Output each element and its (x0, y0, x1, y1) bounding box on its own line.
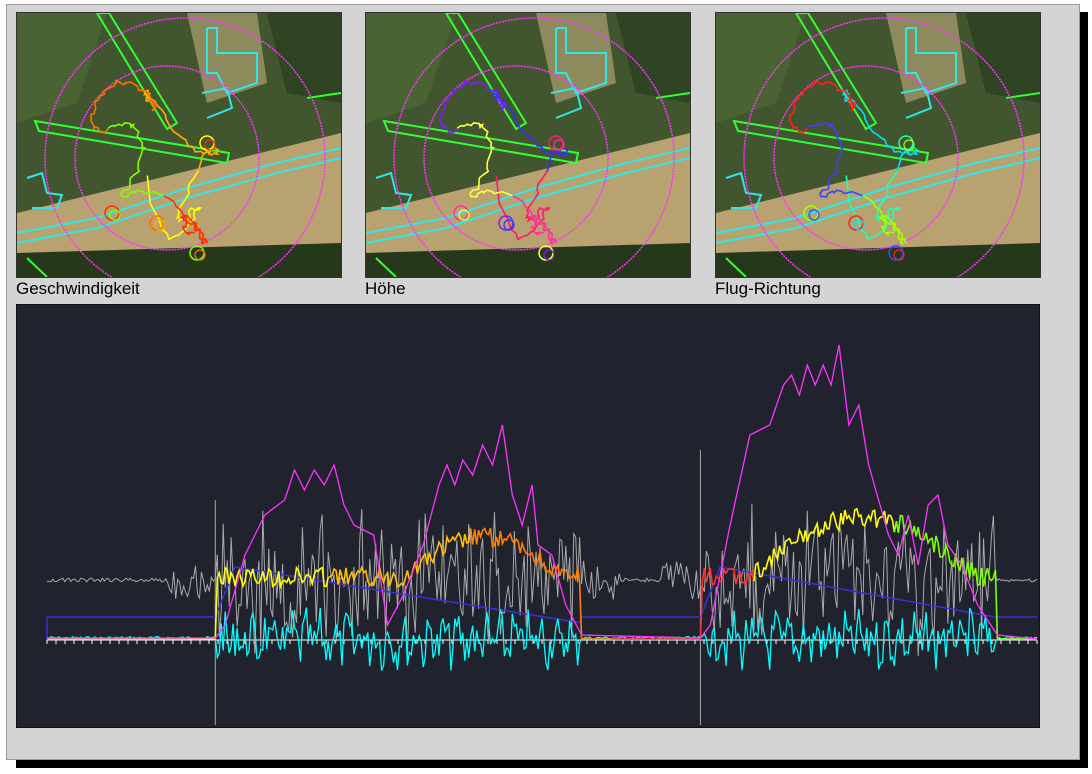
airspace-circle-inner (74, 65, 260, 251)
zone-boundary (725, 171, 763, 209)
zone-boundary (550, 86, 583, 119)
zone-boundary (716, 147, 1040, 234)
meadow-west (366, 13, 456, 123)
forest-northeast (966, 13, 1040, 103)
thermal-circle (808, 209, 820, 221)
thermal-circle (458, 209, 470, 221)
runway (33, 119, 231, 165)
series-speed-segment (187, 565, 329, 640)
map-direction-canvas (716, 13, 1040, 277)
zone-boundary (375, 171, 413, 209)
map-altitude-caption: Höhe (365, 279, 406, 298)
zone-boundary (366, 147, 690, 234)
thermal-circle (543, 249, 555, 261)
field-south (716, 133, 1040, 277)
map-speed[interactable] (16, 12, 342, 278)
forest-northeast (267, 13, 341, 103)
flight-track-segment (862, 195, 908, 245)
flight-track-segment (806, 122, 863, 198)
zone-boundary (555, 27, 607, 95)
runway (26, 257, 48, 277)
runway (382, 119, 580, 165)
zone-boundary (900, 86, 933, 119)
meadow-west (17, 13, 107, 123)
runway (725, 257, 747, 277)
zone-boundary (905, 27, 957, 95)
thermal-circle (109, 209, 121, 221)
map-direction[interactable] (715, 12, 1041, 278)
series-blue (47, 566, 1037, 624)
series-speed-segment (753, 507, 896, 582)
runway (732, 119, 930, 165)
thermal-circle (893, 249, 905, 261)
flight-track-segment (146, 170, 202, 241)
map-speed-caption: Geschwindigkeit (16, 279, 140, 298)
flight-track-segment (495, 170, 551, 241)
thermal-circle (853, 219, 865, 231)
map-altitude-canvas (366, 13, 690, 277)
flight-track-segment (163, 195, 209, 245)
field-south (366, 133, 690, 277)
zone-boundary (17, 147, 341, 234)
airspace-circle-outer (393, 17, 675, 277)
map-speed-canvas (17, 13, 341, 277)
meadow-west (716, 13, 806, 123)
thermal-circle (194, 249, 206, 261)
zone-boundary (201, 86, 234, 119)
flight-track-segment (512, 195, 558, 245)
flight-track-segment (90, 79, 158, 133)
zone-boundary (26, 171, 64, 209)
thermal-circle (204, 139, 216, 151)
airspace-circle-outer (743, 17, 1025, 277)
airspace-circle-inner (423, 65, 609, 251)
flight-data-chart-canvas (46, 344, 1038, 725)
flight-data-chart[interactable] (16, 304, 1040, 728)
forest-northeast (616, 13, 690, 103)
flight-track-segment (439, 79, 507, 133)
map-altitude[interactable] (365, 12, 691, 278)
series-speed-segment (327, 528, 472, 588)
thermal-circle (903, 139, 915, 151)
series-speed-segment (611, 567, 755, 640)
map-direction-caption: Flug-Richtung (715, 279, 821, 298)
series-altitude (47, 344, 1038, 640)
series-gray (46, 503, 1038, 658)
thermal-circle (553, 139, 565, 151)
runway (1005, 92, 1040, 99)
thermal-circle (503, 219, 515, 231)
runway (306, 92, 341, 99)
flight-track-segment (845, 170, 901, 241)
airspace-circle-outer (44, 17, 326, 277)
flight-track-segment (107, 122, 164, 198)
flight-track-segment (456, 122, 513, 198)
runway (375, 257, 397, 277)
airspace-circle-inner (773, 65, 959, 251)
zone-boundary (206, 27, 258, 95)
flight-track-segment (789, 79, 857, 133)
runway (655, 92, 690, 99)
series-speed-segment (469, 527, 612, 640)
thermal-circle (154, 219, 166, 231)
field-south (17, 133, 341, 277)
